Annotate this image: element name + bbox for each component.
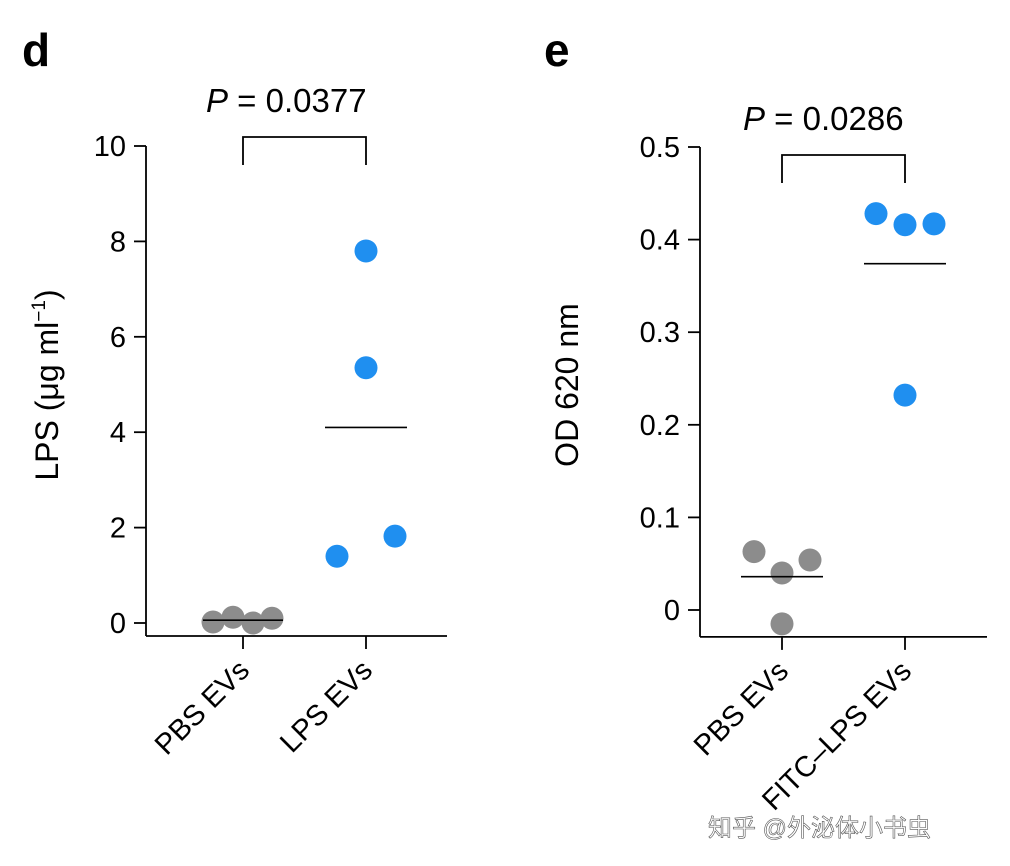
point-e-0-2 <box>798 548 822 572</box>
panel-label-e: e <box>544 24 570 76</box>
svg-text:P = 0.0377: P = 0.0377 <box>206 82 367 119</box>
pvalue-d-text: = 0.0377 <box>228 82 367 119</box>
pvalue-e: P = 0.0286 <box>743 100 904 137</box>
point-d-0-0 <box>201 610 225 634</box>
svg-text:P = 0.0286: P = 0.0286 <box>743 100 904 137</box>
pvalue-e-text: = 0.0286 <box>765 100 904 137</box>
y-tick-label-d-4: 8 <box>110 226 126 258</box>
pvalue-d: P = 0.0377 <box>206 82 367 119</box>
y-tick-label-e-0: 0 <box>664 595 680 627</box>
point-d-1-3 <box>383 524 407 548</box>
y-tick-label-e-3: 0.3 <box>640 317 680 349</box>
pvalue-d-prefix: P <box>206 82 228 119</box>
point-e-1-3 <box>893 383 917 407</box>
x-tick-label-d-0: PBS EVs <box>149 654 256 761</box>
pvalue-e-prefix: P <box>743 100 765 137</box>
point-e-0-0 <box>742 540 766 564</box>
point-d-0-2 <box>241 611 265 635</box>
point-e-1-1 <box>893 213 917 237</box>
point-d-1-0 <box>325 544 349 568</box>
point-d-1-2 <box>354 356 378 380</box>
x-tick-label-e-0: PBS EVs <box>688 655 795 762</box>
point-e-0-3 <box>770 612 794 636</box>
y-axis-label-d: LPS (μg ml−1) <box>29 289 65 480</box>
x-tick-label-d-1: LPS EVs <box>274 654 379 759</box>
y-tick-label-d-5: 10 <box>94 131 126 163</box>
significance-bracket-d <box>242 136 367 165</box>
y-tick-label-e-5: 0.5 <box>640 132 680 164</box>
point-d-1-1 <box>354 239 378 263</box>
y-axis-label-e: OD 620 nm <box>549 303 585 467</box>
y-tick-label-d-2: 4 <box>110 417 126 449</box>
y-tick-label-d-0: 0 <box>110 608 126 640</box>
plot-area-d: 0 2 4 6 8 10 PBS EVs LPS EVs <box>94 131 447 761</box>
significance-bracket-e <box>781 154 906 183</box>
y-tick-label-d-3: 6 <box>110 322 126 354</box>
y-tick-label-d-1: 2 <box>110 513 126 545</box>
y-tick-label-e-1: 0.1 <box>640 502 680 534</box>
point-d-0-3 <box>260 606 284 630</box>
point-d-0-1 <box>221 605 245 629</box>
point-e-1-2 <box>922 212 946 236</box>
y-axis-label-d-close: ) <box>29 289 65 300</box>
y-tick-label-e-4: 0.4 <box>640 225 680 257</box>
point-e-1-0 <box>864 202 888 226</box>
y-tick-label-e-2: 0.2 <box>640 410 680 442</box>
panel-label-d: d <box>22 24 50 76</box>
y-axis-label-d-main: LPS (μg ml <box>29 322 65 481</box>
point-e-0-1 <box>770 561 794 585</box>
watermark: 知乎 @外泌体小书虫 <box>708 815 931 842</box>
y-axis-label-d-sup: −1 <box>29 300 50 322</box>
